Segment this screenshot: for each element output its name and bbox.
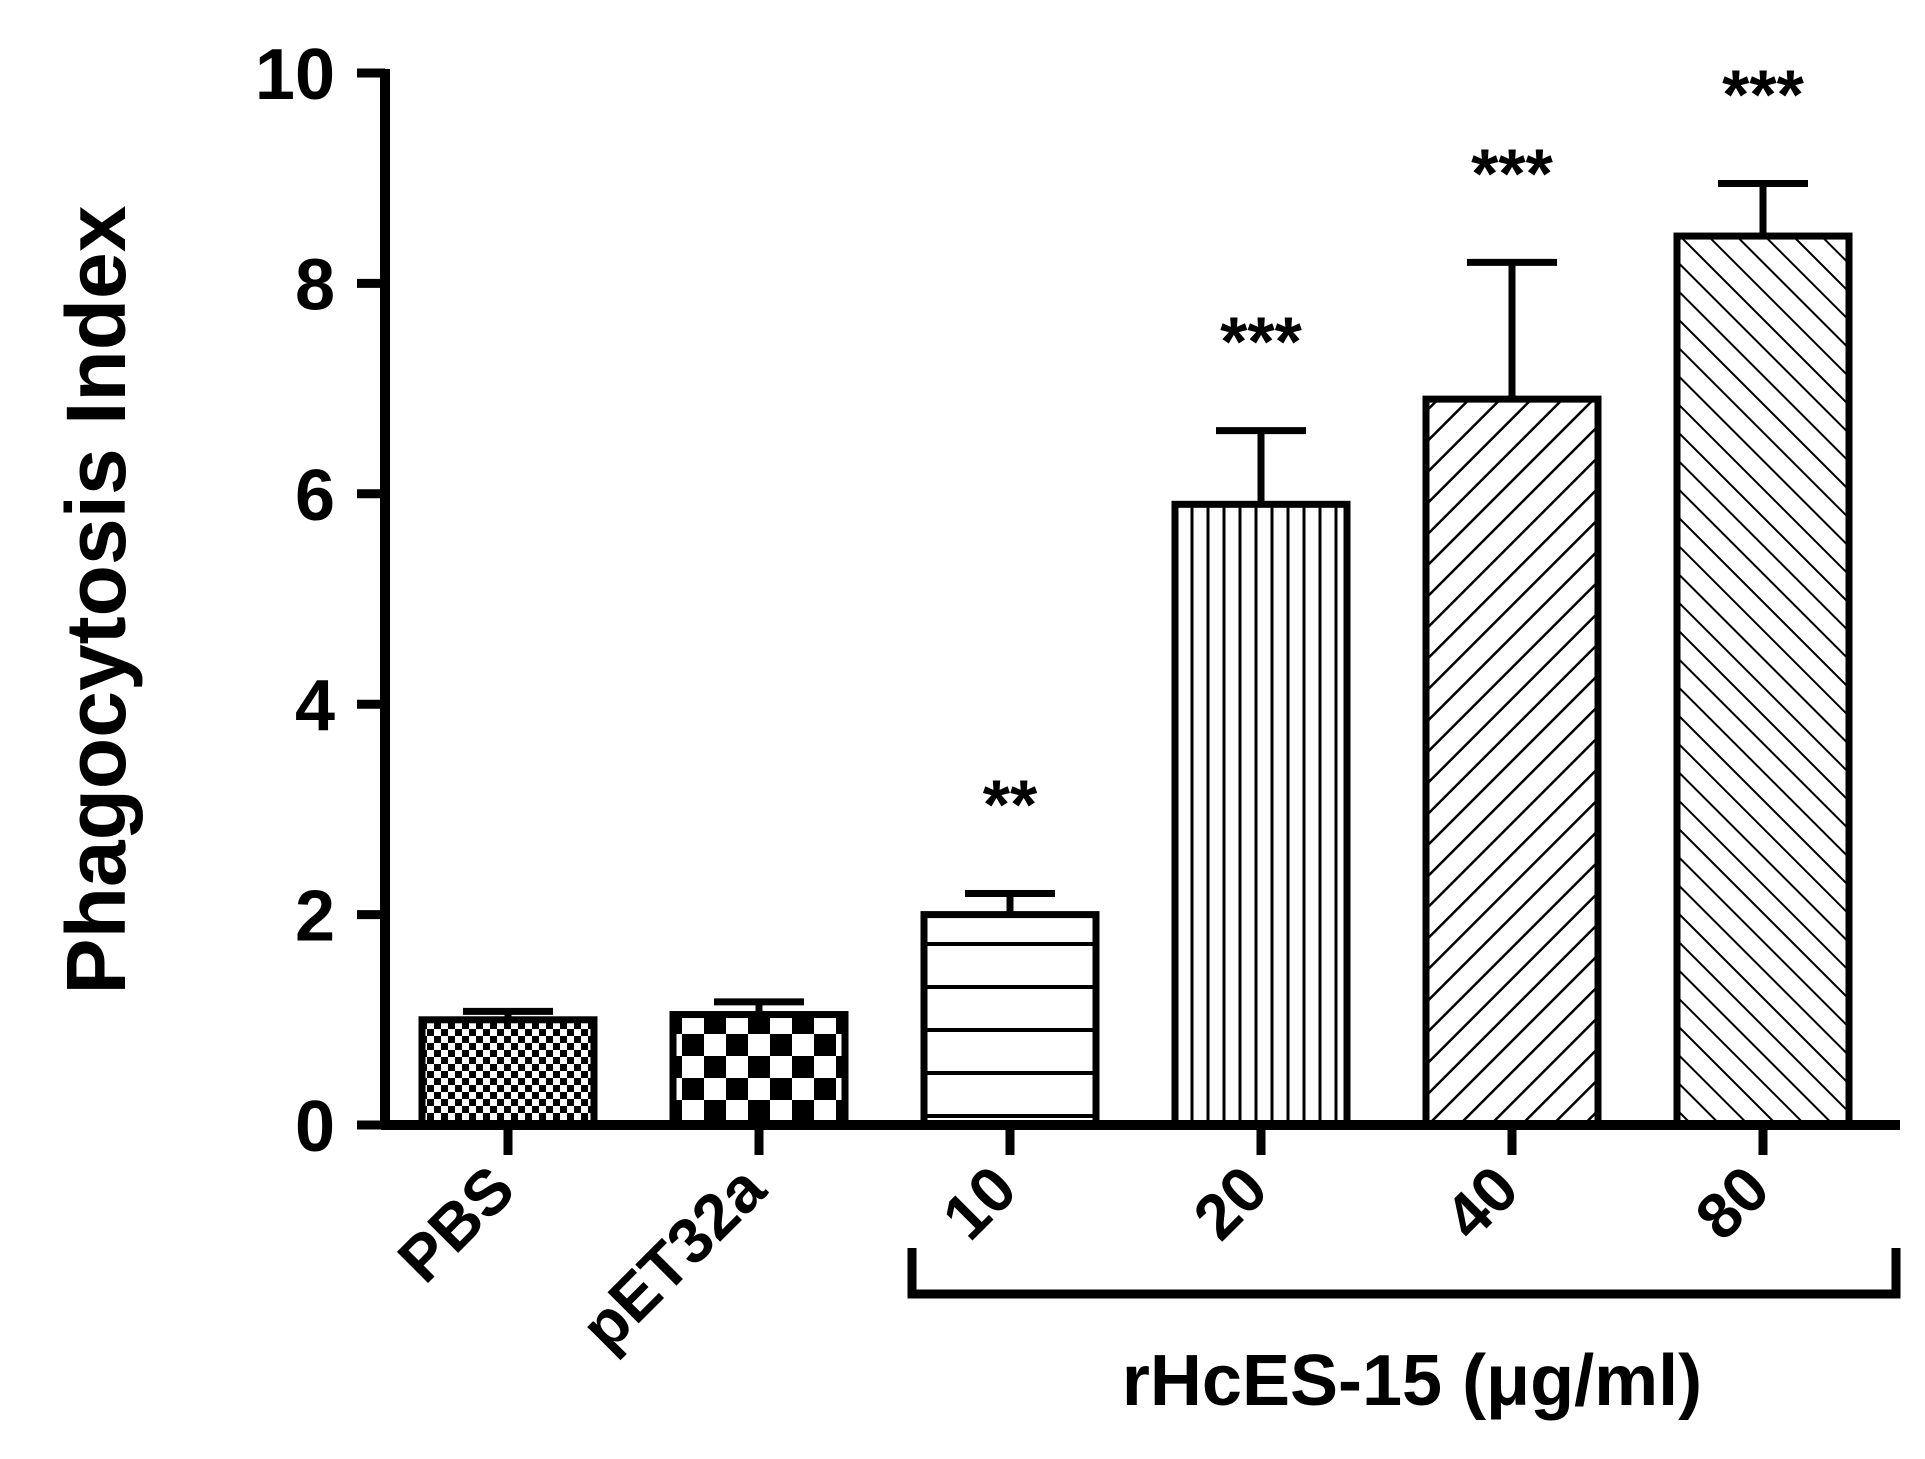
bar-40: [1422, 395, 1602, 1129]
x-tick-label: 20: [1180, 1152, 1281, 1253]
y-tick-label: 6: [295, 456, 335, 536]
significance-mark: ***: [1471, 134, 1553, 212]
group-bracket: [907, 1248, 1901, 1299]
x-axis-labels: PBS pET32a 10 20 40 80: [384, 1152, 1783, 1364]
y-tick-label: 10: [255, 35, 335, 115]
x-tick-label: pET32a: [567, 1152, 779, 1364]
significance-mark: ***: [1220, 303, 1302, 381]
y-axis-title: Phagocytosis Index: [49, 205, 143, 994]
x-tick-label: PBS: [384, 1152, 528, 1296]
y-tick-label: 4: [295, 666, 335, 746]
y-tick-label: 8: [295, 245, 335, 325]
x-tick-label: 80: [1682, 1152, 1783, 1253]
bar-80: [1673, 232, 1853, 1129]
significance-mark: **: [983, 766, 1038, 844]
bar-pET32a: [669, 1011, 849, 1129]
y-axis-ticks: 0 2 4 6 8 10: [255, 35, 385, 1167]
bar-PBS: [418, 1016, 598, 1129]
x-tick-label: 10: [929, 1152, 1030, 1253]
group-label: rHcES-15 (μg/ml): [1122, 1341, 1702, 1421]
axes-layer: [380, 69, 1900, 1155]
y-tick-label: 2: [295, 877, 335, 957]
bars-layer: ***********: [418, 55, 1853, 1129]
y-tick-label: 0: [295, 1087, 335, 1167]
x-tick-label: 40: [1431, 1152, 1532, 1253]
bar-10: [920, 911, 1100, 1129]
significance-mark: ***: [1722, 55, 1804, 133]
bar-20: [1171, 500, 1351, 1129]
